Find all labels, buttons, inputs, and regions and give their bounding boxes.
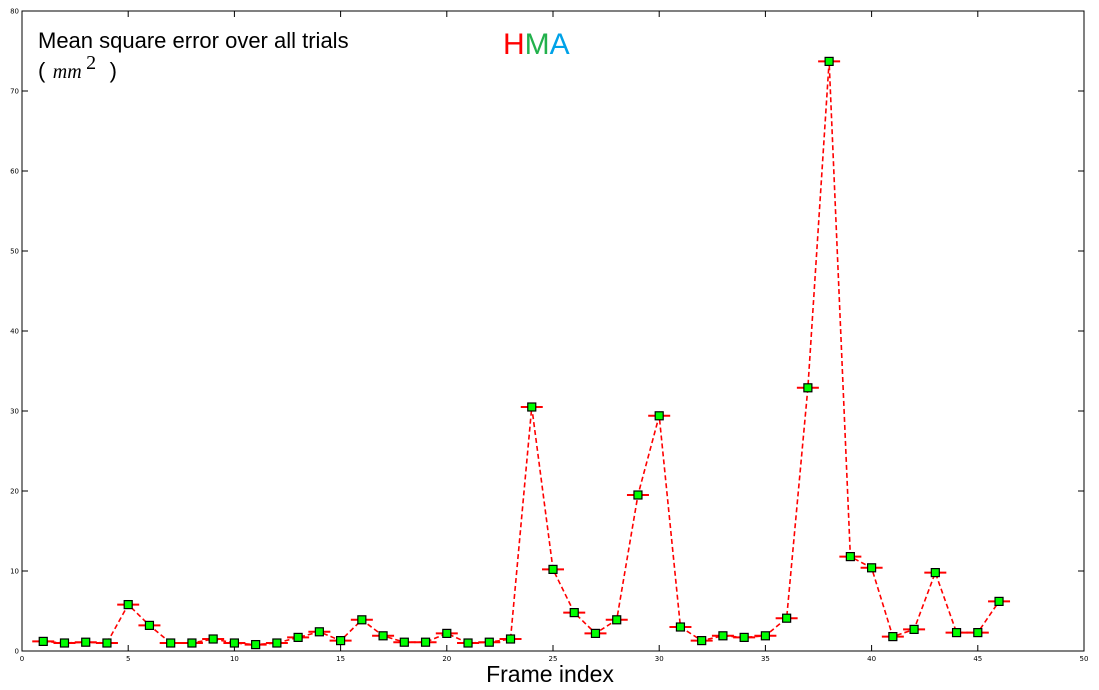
x-tick-label: 40	[867, 655, 876, 663]
data-point	[569, 607, 579, 618]
data-point	[760, 631, 771, 641]
data-point	[866, 563, 877, 573]
data-point	[81, 637, 91, 647]
data-point	[272, 638, 282, 648]
x-tick-label: 30	[655, 655, 664, 663]
chart-title: HMA	[503, 28, 570, 61]
data-point	[951, 627, 962, 638]
y-tick-label: 70	[10, 88, 19, 96]
x-tick-label: 10	[230, 655, 239, 663]
data-point	[442, 628, 452, 639]
data-point	[845, 551, 855, 562]
plot-frame	[21, 10, 1085, 652]
data-point	[994, 596, 1004, 607]
y-tick-label: 40	[10, 328, 19, 336]
x-tick-label: 5	[126, 655, 130, 663]
data-point	[527, 402, 537, 412]
x-tick-label: 50	[1080, 655, 1089, 663]
data-point	[675, 622, 686, 632]
data-point	[463, 638, 473, 648]
y-axis-label: Mean square error over all trials	[38, 28, 349, 53]
x-tick-label: 25	[549, 655, 558, 663]
data-point	[229, 638, 239, 648]
x-tick-label: 35	[761, 655, 770, 663]
y-tick-label: 10	[10, 568, 19, 576]
data-point	[399, 637, 409, 647]
y-tick-label: 30	[10, 408, 19, 416]
data-point	[187, 638, 197, 648]
data-point	[633, 490, 643, 500]
data-point	[803, 383, 813, 393]
data-point	[888, 631, 898, 642]
data-point	[123, 599, 133, 610]
axes: 0 5 10 15 20 25 30 35 40 45 50 0 10 20 30 40 50 60 70 80	[10, 8, 1088, 664]
data-point	[909, 624, 919, 635]
data-point	[357, 615, 367, 625]
x-tick-label: 45	[973, 655, 982, 663]
y-axis-unit-close: )	[110, 58, 117, 83]
data-point	[208, 634, 218, 644]
chart-title-letter: H	[503, 28, 525, 61]
x-tick-label: 20	[442, 655, 451, 663]
data-series	[32, 56, 1011, 650]
data-point	[612, 615, 622, 625]
y-tick-label: 80	[10, 8, 19, 16]
data-point	[973, 627, 983, 638]
series-line	[43, 61, 1000, 646]
data-point	[484, 637, 494, 647]
data-point	[420, 637, 431, 647]
data-point	[166, 638, 176, 648]
data-point	[314, 627, 324, 637]
data-point	[548, 564, 558, 575]
labels: Mean square error over all trials ( mm 2…	[38, 28, 614, 687]
x-axis-label: Frame index	[486, 661, 614, 687]
y-axis-unit: ( mm 2 )	[38, 52, 117, 83]
data-point	[718, 631, 728, 641]
data-point	[654, 411, 664, 421]
y-tick-label: 20	[10, 488, 19, 496]
data-point	[38, 636, 48, 647]
data-point	[930, 567, 940, 578]
chart-title-letter: A	[550, 28, 570, 61]
x-tick-label: 0	[20, 655, 24, 663]
data-point	[824, 56, 834, 67]
data-point	[251, 639, 261, 650]
y-tick-label: 0	[15, 648, 19, 656]
y-tick-label: 60	[10, 168, 19, 176]
data-point	[59, 638, 70, 648]
data-point	[378, 631, 388, 641]
data-point	[102, 638, 112, 648]
data-point	[590, 628, 601, 639]
data-point	[782, 613, 792, 623]
data-point	[293, 632, 303, 643]
x-tick-label: 15	[336, 655, 345, 663]
y-axis-unit-sup: 2	[86, 52, 96, 74]
data-point	[739, 632, 749, 643]
y-tick-label: 50	[10, 248, 19, 256]
data-point	[505, 634, 516, 644]
chart-title-letter: M	[525, 28, 550, 61]
y-axis-unit-open: (	[38, 58, 46, 83]
y-axis-unit-text: mm	[53, 61, 82, 83]
data-point	[336, 635, 346, 646]
data-point	[697, 635, 707, 646]
data-point	[144, 620, 155, 631]
